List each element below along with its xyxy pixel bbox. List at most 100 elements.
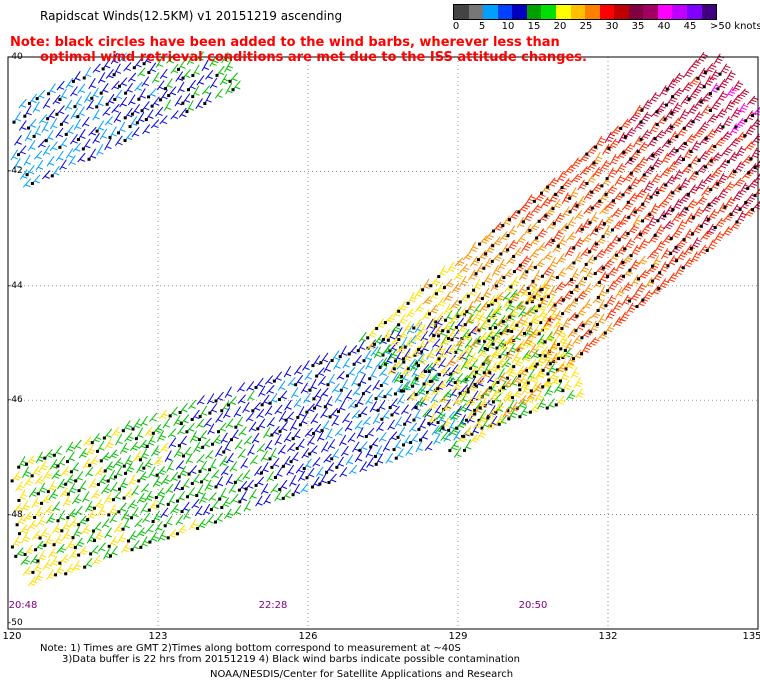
flag-marker bbox=[488, 326, 492, 330]
flag-marker bbox=[108, 135, 112, 139]
flag-marker bbox=[90, 96, 94, 100]
flag-marker bbox=[462, 313, 466, 317]
wind-barb bbox=[407, 390, 417, 402]
flag-marker bbox=[642, 173, 646, 177]
flag-marker bbox=[749, 157, 753, 161]
wind-barb bbox=[88, 478, 98, 489]
wind-barb bbox=[458, 350, 468, 361]
flag-marker bbox=[462, 434, 466, 438]
wind-barb bbox=[575, 195, 587, 208]
wind-barb bbox=[65, 538, 76, 550]
wind-barb bbox=[260, 483, 269, 495]
wind-barb bbox=[73, 537, 85, 550]
flag-marker bbox=[124, 91, 128, 95]
wind-barb bbox=[58, 88, 68, 102]
wind-barb bbox=[547, 370, 559, 382]
wind-barb bbox=[200, 472, 210, 484]
wind-barb bbox=[208, 458, 217, 472]
wind-barb bbox=[496, 372, 507, 384]
flag-marker bbox=[572, 246, 576, 250]
flag-marker bbox=[437, 275, 441, 279]
flag-marker bbox=[521, 220, 525, 224]
wind-barb bbox=[134, 427, 144, 441]
wind-barb bbox=[345, 366, 356, 378]
wind-barb bbox=[222, 440, 231, 454]
flag-marker bbox=[71, 536, 75, 540]
wind-barb bbox=[88, 455, 99, 467]
wind-barb bbox=[295, 463, 304, 474]
wind-barb bbox=[101, 483, 111, 494]
flag-marker bbox=[580, 352, 584, 356]
wind-barb bbox=[469, 256, 480, 267]
flag-marker bbox=[82, 76, 86, 80]
wind-barb bbox=[97, 505, 107, 517]
flag-marker bbox=[142, 62, 146, 66]
wind-barb bbox=[530, 204, 543, 214]
wind-barb bbox=[159, 442, 170, 453]
flag-marker bbox=[30, 181, 34, 185]
wind-barb bbox=[201, 85, 211, 95]
flag-marker bbox=[561, 312, 565, 316]
wind-barb bbox=[119, 96, 128, 108]
wind-barb bbox=[460, 391, 468, 404]
wind-barb bbox=[338, 434, 347, 447]
flag-marker bbox=[535, 236, 539, 240]
wind-barb bbox=[365, 358, 373, 370]
wind-barb bbox=[339, 466, 348, 478]
wind-barb bbox=[345, 454, 354, 466]
flag-marker bbox=[669, 252, 673, 256]
wind-barb bbox=[518, 255, 532, 267]
wind-barb bbox=[65, 441, 75, 453]
flag-marker bbox=[721, 125, 725, 129]
flag-marker bbox=[278, 429, 282, 433]
wind-barb bbox=[556, 170, 568, 183]
wind-barb bbox=[186, 79, 196, 92]
wind-barb bbox=[390, 406, 400, 417]
wind-barb bbox=[190, 473, 200, 486]
wind-barb bbox=[415, 369, 427, 381]
wind-barb bbox=[692, 128, 705, 139]
flag-marker bbox=[507, 417, 511, 421]
wind-barb bbox=[560, 317, 571, 331]
wind-barb bbox=[708, 100, 722, 113]
wind-barb bbox=[145, 435, 156, 449]
flag-marker bbox=[99, 91, 103, 95]
wind-barb bbox=[565, 261, 575, 271]
wind-barb bbox=[688, 76, 701, 86]
flag-marker bbox=[73, 546, 77, 550]
wind-barb bbox=[375, 421, 384, 432]
wind-barb bbox=[554, 185, 567, 197]
wind-barb bbox=[294, 374, 304, 387]
flag-marker bbox=[556, 244, 560, 248]
flag-marker bbox=[270, 433, 274, 437]
wind-barb bbox=[484, 230, 495, 241]
wind-barb bbox=[117, 477, 129, 491]
flag-marker bbox=[59, 122, 63, 126]
wind-barb bbox=[304, 427, 313, 437]
wind-barb bbox=[689, 140, 702, 153]
wind-barb bbox=[414, 396, 425, 410]
flag-marker bbox=[450, 338, 454, 342]
wind-barb bbox=[518, 395, 529, 405]
wind-barb bbox=[64, 474, 75, 486]
flag-marker bbox=[482, 371, 486, 375]
flag-marker bbox=[95, 105, 99, 109]
wind-barb bbox=[408, 422, 418, 433]
flag-marker bbox=[381, 353, 385, 357]
wind-barb bbox=[647, 216, 658, 228]
wind-barb bbox=[173, 415, 183, 427]
wind-barb bbox=[486, 418, 496, 431]
flag-marker bbox=[540, 287, 544, 291]
wind-barb bbox=[448, 425, 459, 437]
flag-marker bbox=[604, 192, 608, 196]
wind-barb bbox=[372, 379, 380, 391]
flag-marker bbox=[415, 361, 419, 365]
wind-barb bbox=[166, 529, 178, 540]
flag-marker bbox=[217, 430, 221, 434]
wind-barb bbox=[746, 95, 759, 106]
wind-barb bbox=[521, 211, 534, 224]
wind-barb bbox=[535, 228, 548, 240]
wind-barb bbox=[631, 274, 641, 286]
wind-barb bbox=[499, 231, 510, 241]
wind-barb bbox=[49, 141, 58, 151]
